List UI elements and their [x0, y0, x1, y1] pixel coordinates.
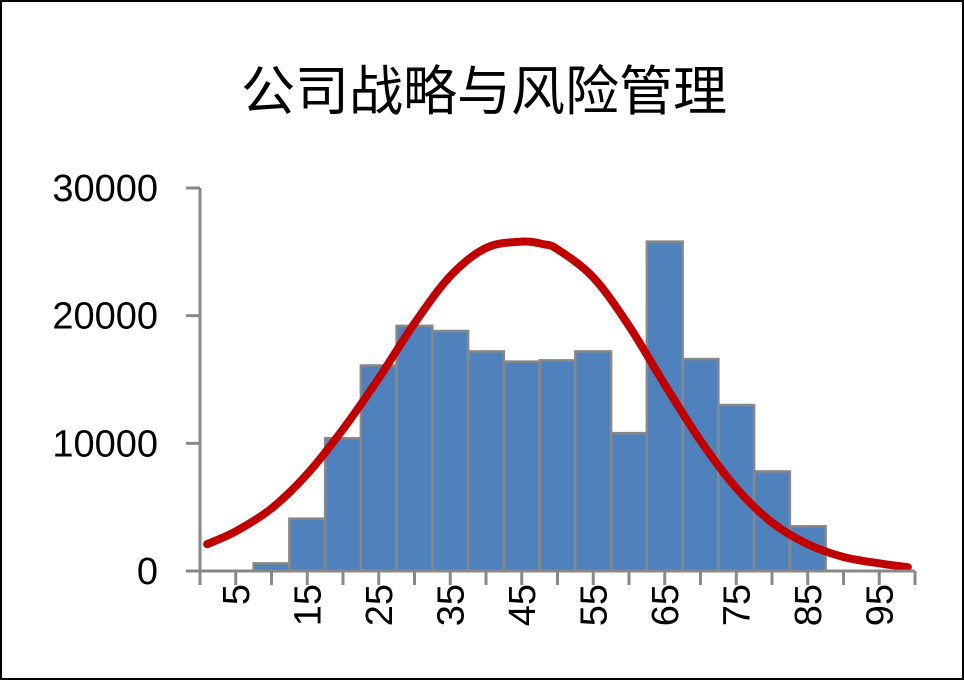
x-tick-label: 75 — [716, 584, 758, 626]
x-tick-label: 25 — [359, 584, 401, 626]
curve-layer — [203, 237, 912, 572]
axis-layer — [186, 186, 917, 585]
x-tick-label: 65 — [645, 584, 687, 626]
y-tick-label: 20000 — [52, 296, 158, 338]
x-tick-label: 5 — [216, 584, 258, 605]
histogram-bar — [288, 517, 327, 573]
histogram-bar — [538, 359, 577, 573]
x-tick-labels: 5 15 25 35 45 55 65 75 85 95 — [216, 584, 902, 626]
histogram-bar — [431, 329, 470, 573]
y-tick-label: 30000 — [52, 168, 158, 210]
y-tick-label: 10000 — [52, 423, 158, 465]
x-tick-label: 85 — [788, 584, 830, 626]
histogram-bar — [574, 350, 613, 573]
x-tick-label: 95 — [859, 584, 901, 626]
histogram-bar — [323, 436, 363, 573]
histogram-bar — [609, 431, 649, 573]
y-tick-label: 0 — [137, 551, 158, 593]
histogram-bar — [502, 360, 541, 573]
y-tick-labels: 0 10000 20000 30000 — [52, 168, 158, 593]
x-tick-label: 35 — [430, 584, 472, 626]
histogram-bar — [466, 350, 506, 573]
x-tick-label: 55 — [573, 584, 615, 626]
histogram-bar — [395, 324, 434, 573]
bars-layer — [252, 240, 827, 573]
x-tick-label: 45 — [502, 584, 544, 626]
normal-curve-line — [203, 237, 912, 572]
chart-title: 公司战略与风险管理 — [241, 60, 727, 123]
x-tick-label: 15 — [287, 584, 329, 626]
